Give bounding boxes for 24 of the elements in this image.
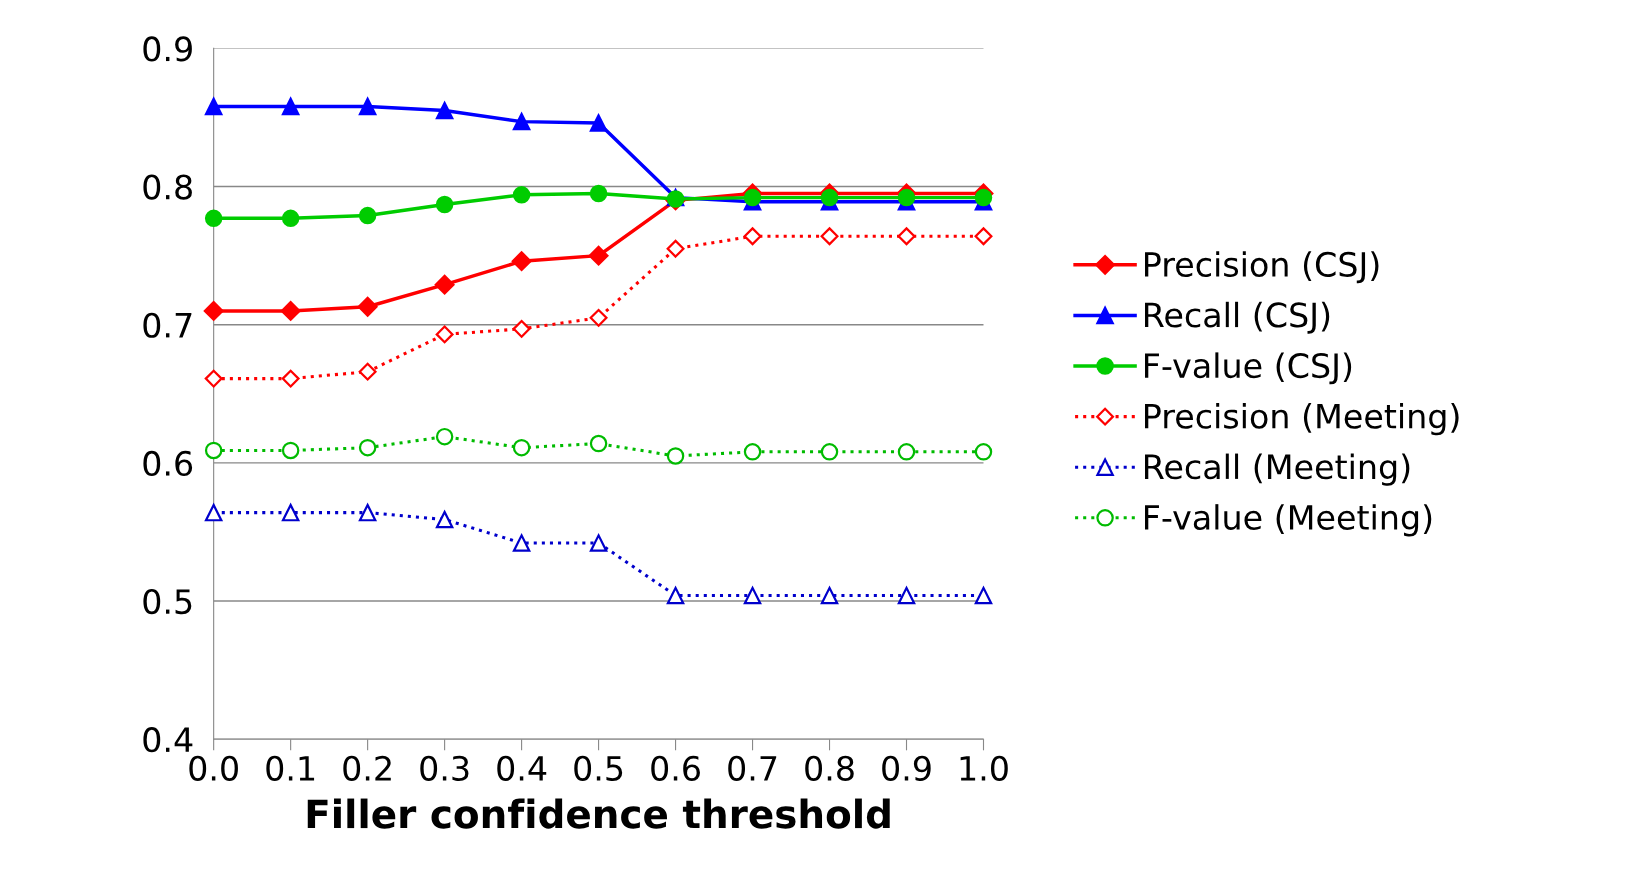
x-tick-label: 0.5 [574,755,623,781]
x-axis-title: Filler confidence threshold [307,798,890,829]
x-tick-label: 0.9 [882,755,931,781]
y-tick-label: 0.8 [143,174,192,200]
y-tick-label: 0.9 [143,36,192,62]
legend-label: F-value (CSJ) [1145,352,1352,385]
legend-label: Recall (CSJ) [1145,301,1330,334]
x-tick-label: 0.7 [728,755,777,781]
y-tick-label: 0.4 [143,727,193,753]
y-tick-label: 0.5 [143,588,192,615]
x-tick-label: 0.3 [420,755,469,781]
legend-label: F-value (Meeting) [1145,504,1432,537]
x-tick-label: 0.4 [497,755,547,781]
x-tick-label: 0.8 [805,755,854,781]
x-tick-label: 0.1 [266,755,315,781]
y-tick-label: 0.6 [143,450,193,477]
legend-label: Precision (Meeting) [1145,402,1459,436]
x-tick-label: 0.2 [343,755,391,781]
x-tick-label: 1.0 [960,755,1008,781]
y-tick-label: 0.7 [143,312,192,338]
legend-label: Recall (Meeting) [1145,453,1410,486]
x-tick-label: 0.6 [651,755,700,781]
x-tick-label: 0.0 [189,755,238,781]
legend-label: Precision (CSJ) [1145,251,1379,284]
